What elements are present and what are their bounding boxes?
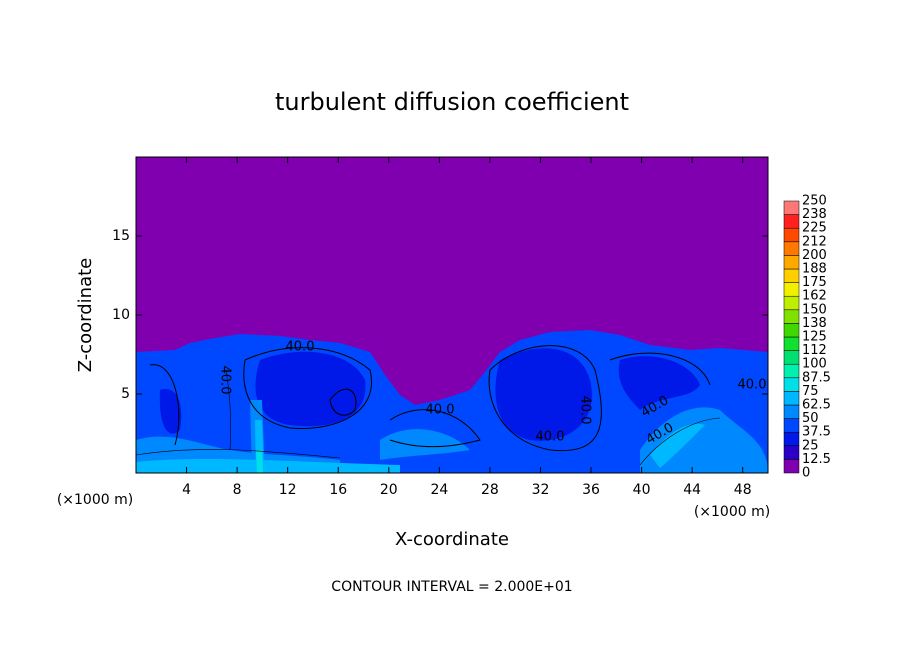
colorbar-box [783, 227, 800, 243]
colorbar-label: 75 [802, 384, 819, 399]
colorbar-box [783, 268, 800, 283]
contour-line [136, 369, 721, 466]
x-tick-label: 12 [279, 482, 297, 498]
contour-label: 40.0 [536, 430, 565, 445]
colorbar-label: 250 [802, 194, 827, 209]
colorbar-label: 188 [802, 262, 827, 277]
colorbar-label: 37.5 [802, 425, 831, 440]
x-tick-label: 28 [481, 482, 499, 498]
contour-label: 40.0 [578, 396, 593, 425]
x-unit-label: (×1000 m) [694, 504, 770, 520]
colorbar-box [783, 214, 800, 229]
x-axis-label: X-coordinate [395, 529, 509, 550]
colorbar-label: 12.5 [802, 452, 831, 467]
chart-title: turbulent diffusion coefficient [275, 88, 629, 116]
contour-label: 40.0 [218, 366, 233, 395]
colorbar-box [783, 377, 800, 392]
colorbar-box [783, 255, 800, 270]
colorbar-label: 50 [802, 411, 819, 426]
colorbar-label: 0 [802, 466, 810, 481]
field-region [136, 420, 705, 473]
colorbar-box [783, 418, 800, 433]
colorbar-label: 162 [802, 289, 827, 304]
colorbar-label: 212 [802, 234, 827, 249]
field-region [256, 450, 263, 473]
colorbar-box [783, 295, 800, 311]
y-tick-label: 10 [112, 307, 130, 323]
colorbar-box [783, 391, 800, 406]
colorbar-label: 25 [802, 438, 819, 453]
colorbar-label: 138 [802, 316, 827, 331]
colorbar-box [783, 241, 800, 256]
colorbar-label: 112 [802, 343, 827, 358]
x-tick-label: 44 [683, 482, 701, 498]
colorbar-box [783, 363, 800, 379]
colorbar-box [783, 350, 800, 365]
colorbar-label: 100 [802, 357, 827, 372]
contour-label: 40.0 [286, 340, 315, 355]
x-tick-label: 32 [532, 482, 550, 498]
y-tick-label: 5 [121, 386, 130, 402]
colorbar-box [783, 459, 800, 474]
colorbar-label: 225 [802, 221, 827, 236]
colorbar-box [783, 445, 800, 460]
y-axis-label: Z-coordinate [75, 258, 96, 373]
field: 40.040.040.040.040.0 40.040.040.0 [136, 157, 768, 473]
x-tick-label: 40 [633, 482, 651, 498]
colorbar-box [783, 309, 800, 324]
colorbar-label: 125 [802, 330, 827, 345]
x-unit-label: (×1000 m) [57, 492, 133, 508]
colorbar-box [783, 282, 800, 297]
x-tick-label: 24 [430, 482, 448, 498]
colorbar-label: 200 [802, 248, 827, 263]
footer-note: CONTOUR INTERVAL = 2.000E+01 [331, 579, 572, 595]
colorbar-label: 150 [802, 302, 827, 317]
x-tick-label: 4 [182, 482, 191, 498]
axes: 012.52537.55062.57587.510011212513815016… [112, 156, 831, 498]
colorbar-box [783, 200, 800, 215]
x-tick-label: 20 [380, 482, 398, 498]
colorbar-box [783, 404, 800, 419]
colorbar-box [783, 336, 800, 351]
colorbar-label: 238 [802, 207, 827, 222]
x-tick-label: 16 [329, 482, 347, 498]
contour-label: 40.0 [738, 378, 767, 393]
colorbar-label: 62.5 [802, 398, 831, 413]
colorbar-box [783, 323, 800, 338]
contour-label: 40.0 [426, 403, 455, 418]
y-tick-label: 15 [112, 228, 130, 244]
x-tick-label: 8 [233, 482, 242, 498]
field-region [159, 348, 701, 441]
colorbar-label: 87.5 [802, 370, 831, 385]
x-tick-label: 36 [582, 482, 600, 498]
colorbar-label: 175 [802, 275, 827, 290]
x-tick-label: 48 [734, 482, 752, 498]
contour-line [149, 345, 711, 452]
colorbar-box [783, 431, 800, 447]
